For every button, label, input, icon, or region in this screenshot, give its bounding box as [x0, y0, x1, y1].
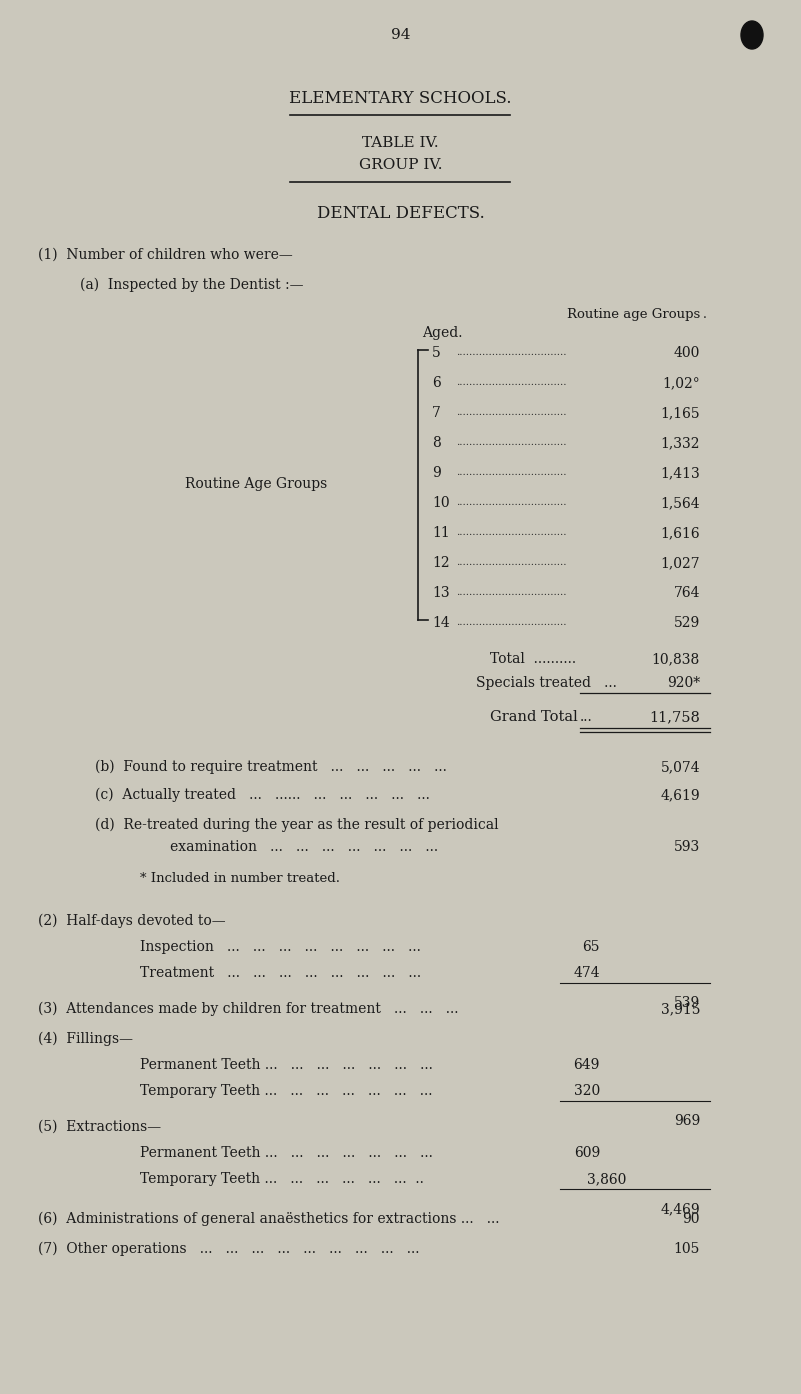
Text: 11: 11: [432, 526, 449, 539]
Text: 539: 539: [674, 995, 700, 1011]
Text: 969: 969: [674, 1114, 700, 1128]
Text: 3,915: 3,915: [661, 1002, 700, 1016]
Text: 920*: 920*: [667, 676, 700, 690]
Text: (c)  Actually treated   ...   ......   ...   ...   ...   ...   ...: (c) Actually treated ... ...... ... ... …: [95, 788, 430, 803]
Text: 1,616: 1,616: [660, 526, 700, 539]
Text: Aged.: Aged.: [422, 326, 462, 340]
Text: Temporary Teeth ...   ...   ...   ...   ...   ...   ...: Temporary Teeth ... ... ... ... ... ... …: [140, 1085, 433, 1098]
Text: (7)  Other operations   ...   ...   ...   ...   ...   ...   ...   ...   ...: (7) Other operations ... ... ... ... ...…: [38, 1242, 420, 1256]
Text: 529: 529: [674, 616, 700, 630]
Text: ELEMENTARY SCHOOLS.: ELEMENTARY SCHOOLS.: [289, 91, 512, 107]
Text: (a)  Inspected by the Dentist :—: (a) Inspected by the Dentist :—: [80, 277, 304, 293]
Text: (d)  Re-treated during the year as the result of periodical: (d) Re-treated during the year as the re…: [95, 818, 499, 832]
Text: ..................................: ..................................: [456, 618, 566, 627]
Text: (4)  Fillings—: (4) Fillings—: [38, 1032, 133, 1047]
Text: 764: 764: [674, 585, 700, 599]
Text: Permanent Teeth ...   ...   ...   ...   ...   ...   ...: Permanent Teeth ... ... ... ... ... ... …: [140, 1146, 433, 1160]
Text: Temporary Teeth ...   ...   ...   ...   ...   ...  ..: Temporary Teeth ... ... ... ... ... ... …: [140, 1172, 424, 1186]
Text: 10: 10: [432, 496, 449, 510]
Text: ..................................: ..................................: [456, 468, 566, 477]
Text: 4,469: 4,469: [660, 1202, 700, 1216]
Text: ..................................: ..................................: [456, 348, 566, 357]
Text: 609: 609: [574, 1146, 600, 1160]
Text: 12: 12: [432, 556, 449, 570]
Text: 1,564: 1,564: [660, 496, 700, 510]
Text: (6)  Administrations of general anaësthetics for extractions ...   ...: (6) Administrations of general anaësthet…: [38, 1211, 500, 1227]
Text: ..................................: ..................................: [456, 558, 566, 567]
Text: Total  ..........: Total ..........: [490, 652, 576, 666]
Text: 649: 649: [574, 1058, 600, 1072]
Text: 474: 474: [574, 966, 600, 980]
Text: 593: 593: [674, 841, 700, 855]
Text: DENTAL DEFECTS.: DENTAL DEFECTS.: [316, 205, 485, 222]
Text: ..................................: ..................................: [456, 408, 566, 417]
Ellipse shape: [741, 21, 763, 49]
Text: ...: ...: [580, 710, 593, 723]
Text: 105: 105: [674, 1242, 700, 1256]
Text: ..................................: ..................................: [456, 438, 566, 447]
Text: 1,027: 1,027: [660, 556, 700, 570]
Text: 8: 8: [432, 436, 441, 450]
Text: Treatment   ...   ...   ...   ...   ...   ...   ...   ...: Treatment ... ... ... ... ... ... ... ..…: [140, 966, 421, 980]
Text: (1)  Number of children who were—: (1) Number of children who were—: [38, 248, 292, 262]
Text: 1,165: 1,165: [660, 406, 700, 420]
Text: 13: 13: [432, 585, 449, 599]
Text: Inspection   ...   ...   ...   ...   ...   ...   ...   ...: Inspection ... ... ... ... ... ... ... .…: [140, 940, 421, 953]
Text: 1,02°: 1,02°: [662, 376, 700, 390]
Text: ..................................: ..................................: [456, 588, 566, 597]
Text: 6: 6: [432, 376, 441, 390]
Text: 14: 14: [432, 616, 449, 630]
Text: 320: 320: [574, 1085, 600, 1098]
Text: 11,758: 11,758: [649, 710, 700, 723]
Text: 1,413: 1,413: [660, 466, 700, 480]
Text: 7: 7: [432, 406, 441, 420]
Text: Permanent Teeth ...   ...   ...   ...   ...   ...   ...: Permanent Teeth ... ... ... ... ... ... …: [140, 1058, 433, 1072]
Text: Grand Total: Grand Total: [490, 710, 578, 723]
Text: 5: 5: [432, 346, 441, 360]
Text: * Included in number treated.: * Included in number treated.: [140, 873, 340, 885]
Text: 65: 65: [582, 940, 600, 953]
Text: 400: 400: [674, 346, 700, 360]
Text: (3)  Attendances made by children for treatment   ...   ...   ...: (3) Attendances made by children for tre…: [38, 1002, 458, 1016]
Text: ..................................: ..................................: [456, 528, 566, 537]
Text: 3,860: 3,860: [586, 1172, 626, 1186]
Text: (b)  Found to require treatment   ...   ...   ...   ...   ...: (b) Found to require treatment ... ... .…: [95, 760, 447, 775]
Text: 90: 90: [682, 1211, 700, 1225]
Text: 10,838: 10,838: [652, 652, 700, 666]
Text: Specials treated   ...: Specials treated ...: [476, 676, 617, 690]
Text: (2)  Half-days devoted to—: (2) Half-days devoted to—: [38, 914, 226, 928]
Text: .: .: [703, 308, 706, 321]
Text: TABLE IV.: TABLE IV.: [362, 137, 439, 151]
Text: Routine Age Groups: Routine Age Groups: [185, 477, 328, 491]
Text: ..................................: ..................................: [456, 378, 566, 388]
Text: GROUP IV.: GROUP IV.: [359, 158, 442, 171]
Text: (5)  Extractions—: (5) Extractions—: [38, 1119, 161, 1133]
Text: 1,332: 1,332: [661, 436, 700, 450]
Text: Routine age Groups: Routine age Groups: [567, 308, 700, 321]
Text: 9: 9: [432, 466, 441, 480]
Text: 4,619: 4,619: [660, 788, 700, 802]
Text: examination   ...   ...   ...   ...   ...   ...   ...: examination ... ... ... ... ... ... ...: [170, 841, 438, 855]
Text: 94: 94: [391, 28, 410, 42]
Text: ..................................: ..................................: [456, 498, 566, 507]
Text: 5,074: 5,074: [660, 760, 700, 774]
